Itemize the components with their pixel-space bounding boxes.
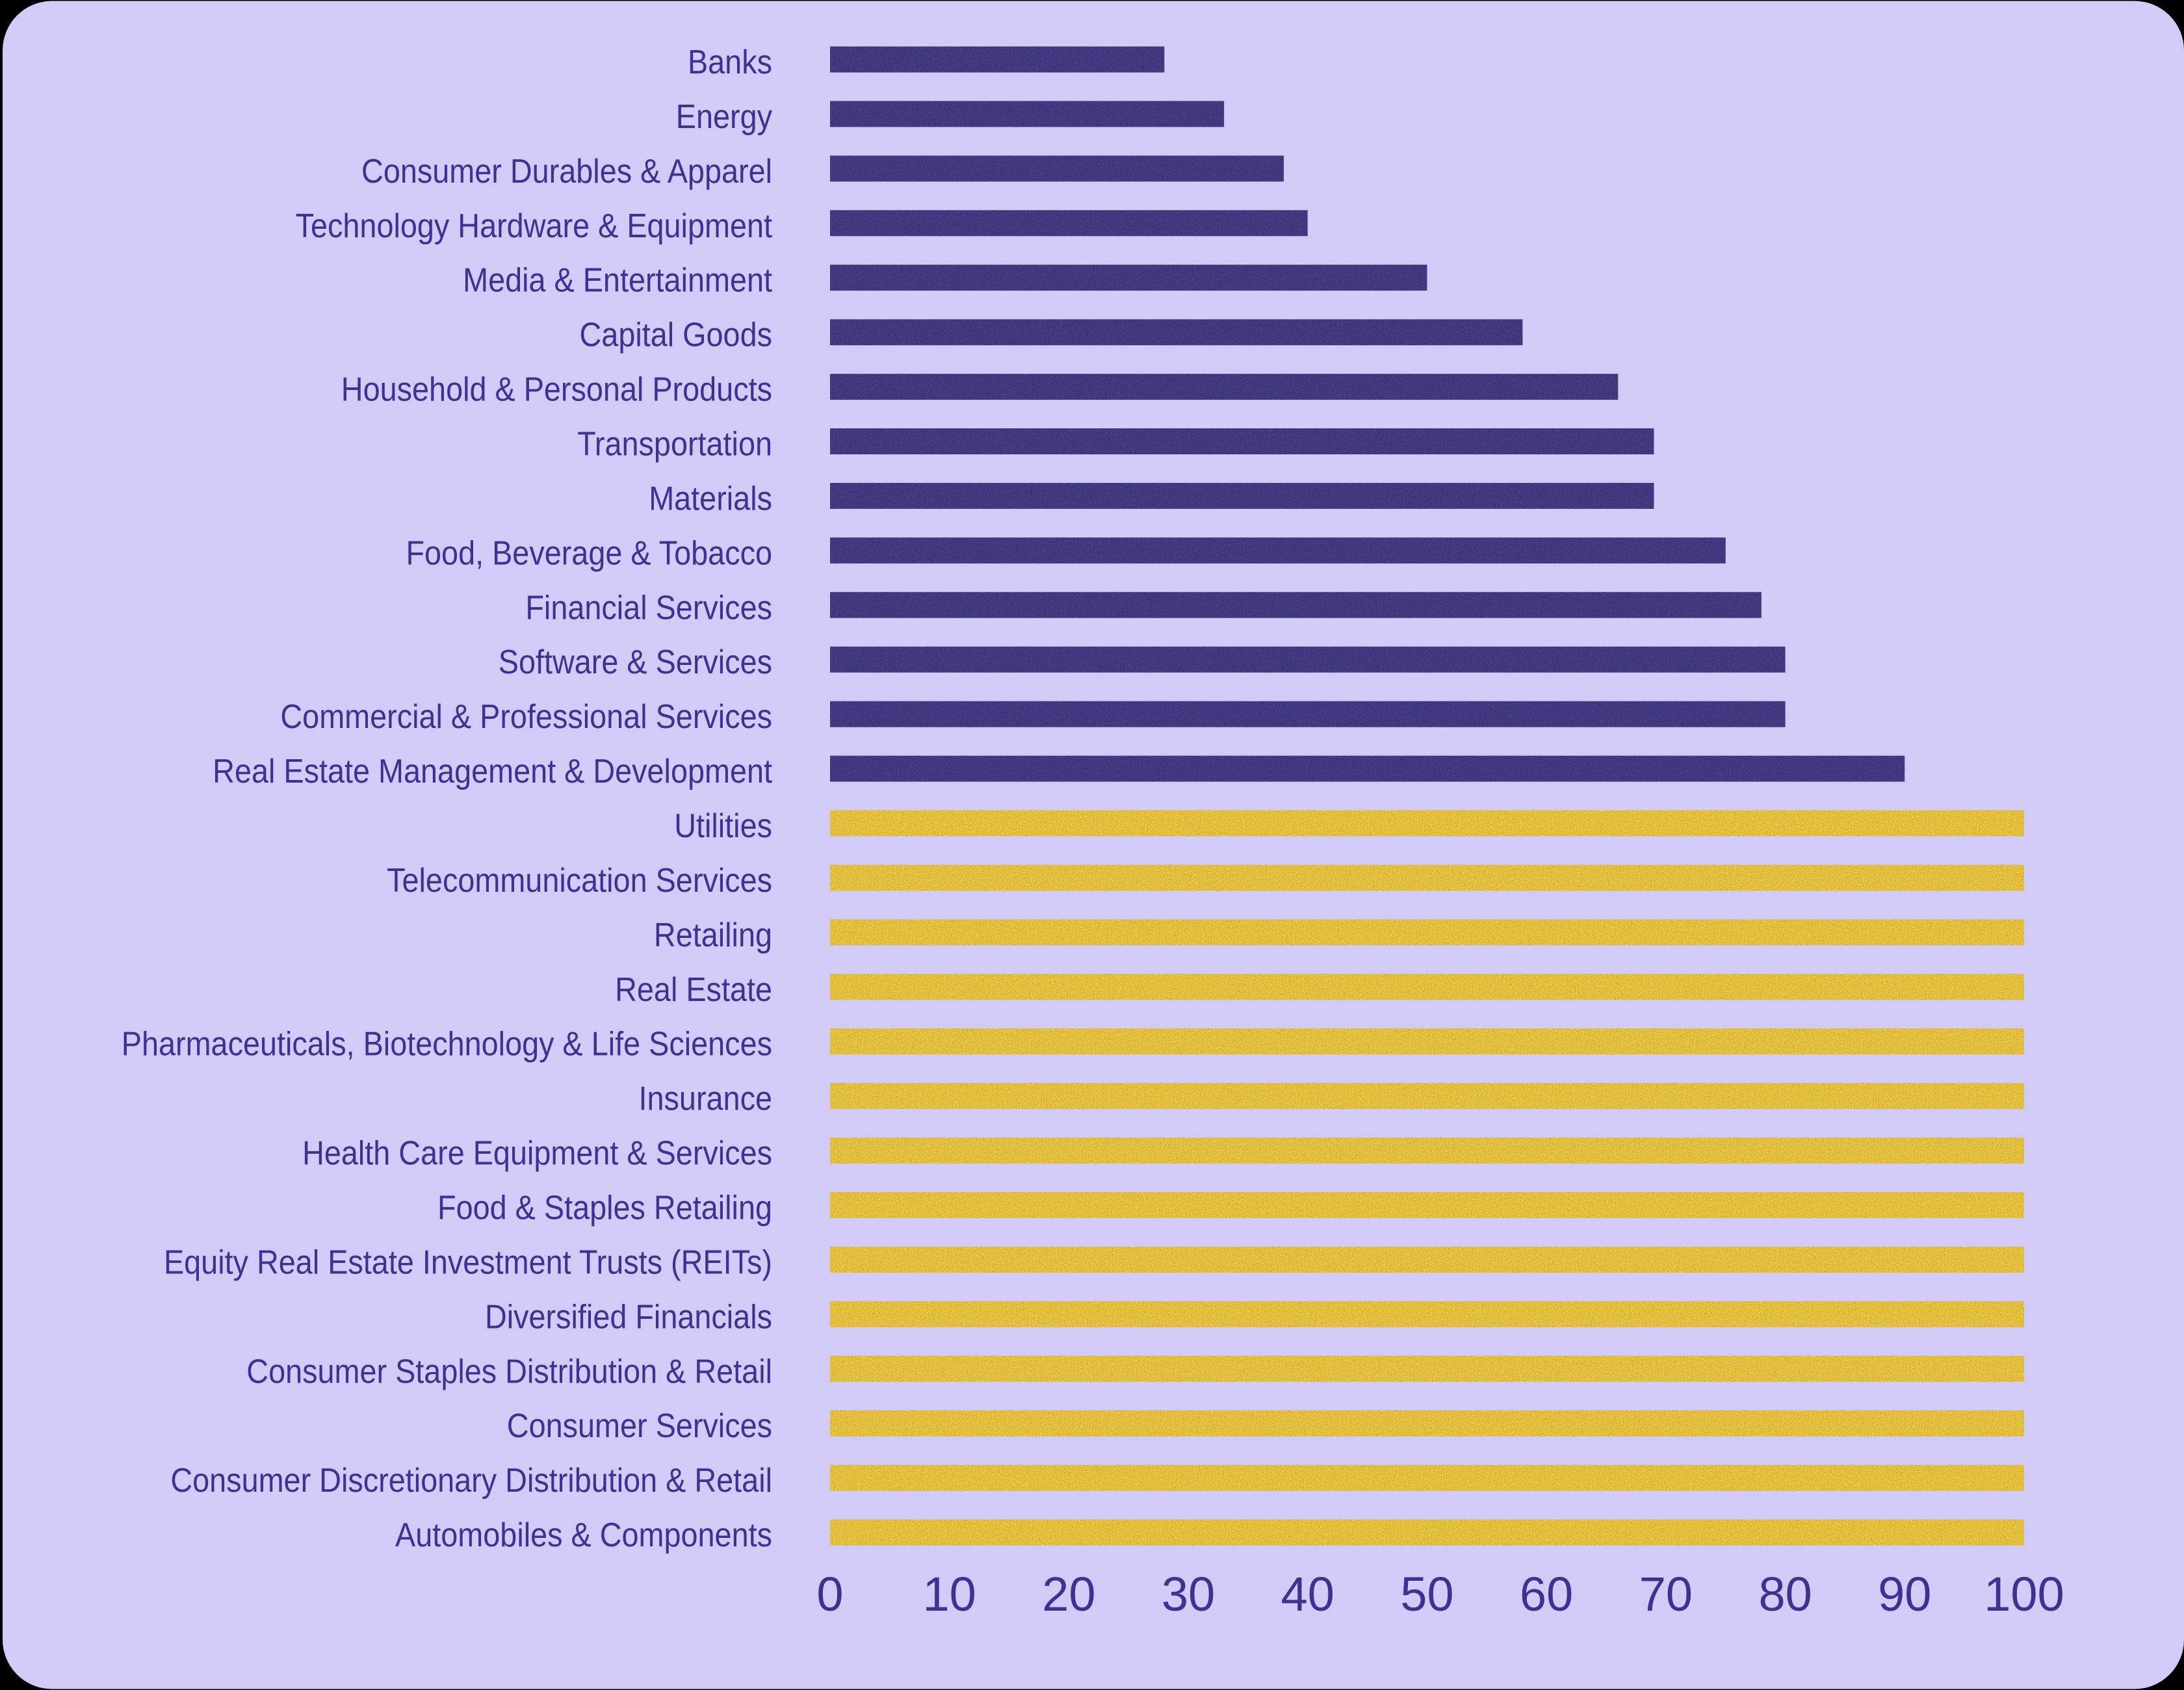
svg-text:Consumer Services: Consumer Services — [507, 1407, 772, 1445]
svg-text:Energy: Energy — [676, 98, 772, 136]
svg-text:Food, Beverage & Tobacco: Food, Beverage & Tobacco — [406, 534, 772, 572]
svg-text:Materials: Materials — [649, 480, 772, 517]
svg-text:Automobiles & Components: Automobiles & Components — [395, 1516, 772, 1554]
svg-text:Household & Personal Products: Household & Personal Products — [341, 370, 772, 408]
svg-text:Consumer Staples Distribution: Consumer Staples Distribution & Retail — [246, 1353, 772, 1390]
svg-text:Diversified Financials: Diversified Financials — [485, 1298, 772, 1336]
svg-text:Health Care Equipment & Servic: Health Care Equipment & Services — [302, 1134, 772, 1172]
svg-text:Equity Real Estate Investment: Equity Real Estate Investment Trusts (RE… — [164, 1243, 772, 1281]
svg-text:70: 70 — [1639, 1567, 1693, 1621]
svg-text:Transportation: Transportation — [577, 425, 772, 463]
svg-text:Software & Services: Software & Services — [499, 644, 772, 681]
svg-text:Technology Hardware & Equipmen: Technology Hardware & Equipment — [296, 207, 773, 245]
svg-text:Media & Entertainment: Media & Entertainment — [463, 261, 772, 299]
svg-text:Utilities: Utilities — [674, 807, 772, 845]
svg-text:100: 100 — [1984, 1567, 2064, 1621]
svg-text:90: 90 — [1878, 1567, 1931, 1621]
svg-text:Real Estate Management & Devel: Real Estate Management & Development — [213, 753, 772, 790]
svg-text:Food & Staples Retailing: Food & Staples Retailing — [437, 1189, 772, 1227]
svg-text:20: 20 — [1042, 1567, 1095, 1621]
svg-text:Telecommunication Services: Telecommunication Services — [387, 862, 772, 900]
svg-text:50: 50 — [1400, 1567, 1453, 1621]
svg-text:Commercial & Professional Serv: Commercial & Professional Services — [280, 698, 772, 736]
svg-text:80: 80 — [1758, 1567, 1812, 1621]
svg-text:0: 0 — [816, 1567, 843, 1621]
svg-text:Banks: Banks — [688, 44, 772, 81]
svg-text:Financial Services: Financial Services — [525, 589, 772, 627]
svg-text:30: 30 — [1162, 1567, 1215, 1621]
svg-text:Consumer Durables & Apparel: Consumer Durables & Apparel — [361, 153, 772, 190]
svg-text:Pharmaceuticals, Biotechnology: Pharmaceuticals, Biotechnology & Life Sc… — [122, 1025, 772, 1063]
svg-text:Retailing: Retailing — [654, 916, 772, 954]
svg-text:10: 10 — [923, 1567, 976, 1621]
svg-text:Real Estate: Real Estate — [615, 971, 772, 1009]
svg-text:40: 40 — [1281, 1567, 1334, 1621]
svg-text:Insurance: Insurance — [639, 1080, 772, 1117]
svg-text:Consumer Discretionary Distrib: Consumer Discretionary Distribution & Re… — [170, 1462, 772, 1500]
svg-text:60: 60 — [1520, 1567, 1573, 1621]
svg-text:Capital Goods: Capital Goods — [580, 316, 772, 354]
